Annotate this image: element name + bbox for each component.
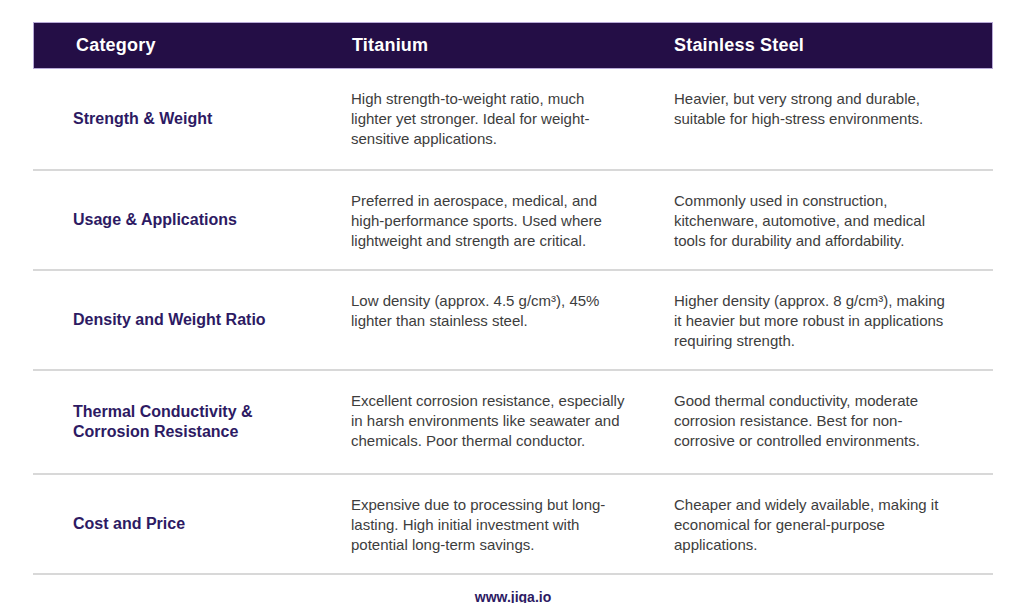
footer: www.jiga.io [33, 588, 993, 603]
column-header-titanium: Titanium [343, 35, 666, 56]
stainless-steel-cell: Higher density (approx. 8 g/cm³), making… [665, 271, 993, 369]
titanium-cell: Preferred in aerospace, medical, and hig… [342, 171, 665, 269]
table-header-row: Category Titanium Stainless Steel [33, 22, 993, 69]
stainless-steel-cell: Good thermal conductivity, moderate corr… [665, 371, 993, 473]
row-category-label: Usage & Applications [33, 171, 342, 269]
table-row: Strength & Weight High strength-to-weigh… [33, 69, 993, 171]
titanium-cell: High strength-to-weight ratio, much ligh… [342, 69, 665, 169]
column-header-stainless-steel: Stainless Steel [666, 35, 994, 56]
table-row: Cost and Price Expensive due to processi… [33, 475, 993, 575]
titanium-cell: Excellent corrosion resistance, especial… [342, 371, 665, 473]
row-category-label: Cost and Price [33, 475, 342, 573]
table-row: Usage & Applications Preferred in aerosp… [33, 171, 993, 271]
row-category-label: Density and Weight Ratio [33, 271, 342, 369]
row-category-label: Strength & Weight [33, 69, 342, 169]
titanium-cell: Expensive due to processing but long-las… [342, 475, 665, 573]
column-header-category: Category [34, 35, 343, 56]
stainless-steel-cell: Commonly used in construction, kitchenwa… [665, 171, 993, 269]
row-category-label: Thermal Conductivity & Corrosion Resista… [33, 371, 342, 473]
website-link[interactable]: www.jiga.io [475, 589, 552, 603]
table-row: Density and Weight Ratio Low density (ap… [33, 271, 993, 371]
titanium-cell: Low density (approx. 4.5 g/cm³), 45% lig… [342, 271, 665, 369]
stainless-steel-cell: Cheaper and widely available, making it … [665, 475, 993, 573]
table-row: Thermal Conductivity & Corrosion Resista… [33, 371, 993, 475]
comparison-table: Category Titanium Stainless Steel Streng… [33, 22, 993, 603]
stainless-steel-cell: Heavier, but very strong and durable, su… [665, 69, 993, 169]
